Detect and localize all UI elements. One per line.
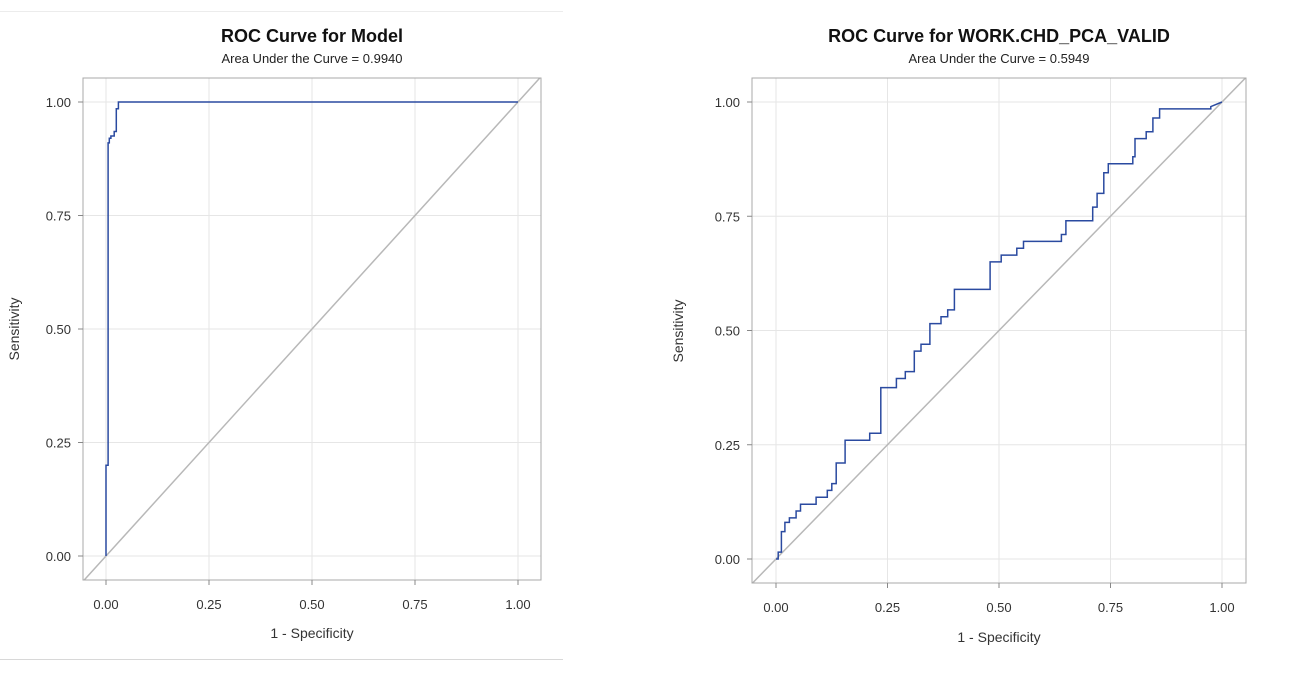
roc-curve-line — [105, 101, 518, 556]
x-tick-label: 0.25 — [875, 600, 900, 615]
x-tick-label: 0.25 — [196, 597, 221, 612]
top-divider — [0, 11, 563, 12]
x-axis-label: 1 - Specificity — [270, 625, 353, 641]
x-tick-label: 0.75 — [402, 597, 427, 612]
y-tick-label: 0.25 — [46, 436, 71, 451]
bottom-divider — [0, 659, 563, 660]
x-tick-label: 1.00 — [1209, 600, 1234, 615]
roc-chart-model: ROC Curve for Model Area Under the Curve… — [6, 26, 542, 641]
y-tick-label: 1.00 — [715, 95, 740, 110]
y-tick-label: 0.75 — [46, 209, 71, 224]
x-axis-label: 1 - Specificity — [957, 629, 1040, 645]
roc-chart-work-chd-pca-valid: ROC Curve for WORK.CHD_PCA_VALID Area Un… — [670, 26, 1247, 645]
roc-curve-line — [776, 101, 1223, 560]
y-axis-label: Sensitivity — [6, 297, 22, 360]
x-tick-label: 0.50 — [299, 597, 324, 612]
y-tick-label: 0.75 — [715, 209, 740, 224]
chart-title: ROC Curve for Model — [221, 26, 403, 46]
x-tick-label: 0.00 — [763, 600, 788, 615]
y-tick-label: 1.00 — [46, 95, 71, 110]
y-axis-label: Sensitivity — [670, 299, 686, 362]
y-tick-label: 0.00 — [46, 549, 71, 564]
chart-subtitle: Area Under the Curve = 0.5949 — [908, 51, 1089, 66]
reference-diagonal-line — [752, 78, 1246, 583]
y-tick-label: 0.00 — [715, 552, 740, 567]
x-tick-label: 1.00 — [505, 597, 530, 612]
x-tick-label: 0.75 — [1098, 600, 1123, 615]
y-tick-label: 0.25 — [715, 438, 740, 453]
chart-subtitle: Area Under the Curve = 0.9940 — [221, 51, 402, 66]
x-tick-label: 0.00 — [93, 597, 118, 612]
x-tick-label: 0.50 — [986, 600, 1011, 615]
y-tick-label: 0.50 — [715, 324, 740, 339]
y-tick-label: 0.50 — [46, 322, 71, 337]
reference-diagonal-line — [83, 78, 541, 580]
chart-title: ROC Curve for WORK.CHD_PCA_VALID — [828, 26, 1170, 46]
